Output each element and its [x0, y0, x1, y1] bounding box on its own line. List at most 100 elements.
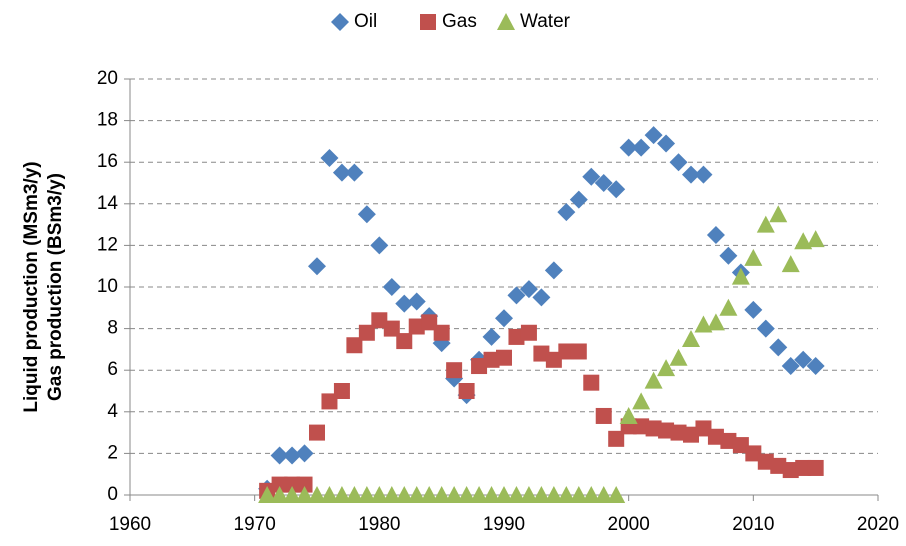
point	[271, 476, 288, 493]
point	[781, 255, 800, 273]
point	[471, 358, 488, 375]
point	[457, 486, 476, 503]
point	[683, 426, 699, 443]
point	[308, 257, 326, 276]
point	[532, 288, 551, 307]
point	[607, 180, 626, 199]
point	[345, 486, 364, 503]
point	[507, 486, 526, 503]
point	[769, 338, 788, 357]
legend-label: Oil	[354, 11, 377, 32]
point	[707, 428, 724, 445]
point	[669, 153, 688, 172]
point	[519, 486, 538, 503]
point	[782, 462, 799, 479]
x-tick-label: 2000	[608, 514, 650, 535]
point	[644, 126, 663, 145]
y-tick-label: 14	[97, 193, 119, 214]
point	[669, 348, 688, 366]
point	[794, 232, 813, 250]
point	[658, 422, 675, 439]
point	[446, 362, 463, 379]
point	[682, 330, 700, 347]
point	[270, 446, 289, 465]
point	[682, 165, 700, 184]
point	[756, 215, 775, 233]
point	[632, 392, 651, 410]
point	[407, 292, 426, 311]
point	[407, 486, 426, 503]
point	[421, 314, 438, 331]
point	[445, 486, 464, 503]
point	[794, 350, 813, 369]
point	[420, 486, 439, 503]
point	[582, 486, 601, 503]
point	[694, 165, 713, 184]
point	[720, 432, 737, 449]
y-tick-label: 12	[97, 234, 118, 255]
point	[370, 236, 389, 255]
point	[470, 486, 489, 503]
point	[333, 383, 350, 399]
point	[582, 167, 601, 186]
point	[706, 226, 725, 244]
point	[744, 248, 763, 266]
legend-marker	[420, 14, 436, 30]
point	[508, 328, 525, 345]
point	[371, 312, 388, 329]
point	[756, 319, 775, 338]
point	[482, 327, 501, 346]
point	[357, 486, 376, 503]
point	[357, 205, 376, 224]
point	[757, 453, 774, 470]
point	[558, 343, 575, 360]
point	[320, 486, 339, 503]
point	[295, 444, 314, 463]
point	[694, 315, 713, 333]
point	[544, 261, 563, 280]
point	[519, 280, 538, 299]
point	[283, 486, 302, 503]
point	[295, 486, 314, 503]
point	[644, 371, 663, 389]
y-tick-label: 20	[97, 68, 118, 89]
point	[807, 459, 824, 476]
y-tick-label: 4	[107, 401, 118, 422]
point	[458, 383, 475, 399]
point	[781, 357, 800, 376]
legend-marker	[497, 13, 515, 30]
point	[633, 418, 650, 435]
y-tick-label: 8	[107, 318, 118, 339]
point	[532, 486, 551, 503]
point	[569, 486, 588, 503]
y-tick-label: 6	[107, 359, 118, 380]
point	[570, 343, 587, 360]
point	[744, 300, 763, 319]
point	[607, 486, 626, 503]
point	[670, 424, 687, 441]
point	[657, 134, 676, 153]
point	[495, 486, 513, 503]
point	[769, 205, 788, 223]
point	[358, 324, 375, 341]
point	[321, 393, 338, 410]
point	[557, 486, 576, 503]
point	[719, 298, 738, 316]
point	[296, 476, 313, 493]
x-tick-label: 1980	[358, 514, 400, 535]
y-tick-label: 18	[97, 110, 118, 131]
point	[608, 430, 625, 447]
point	[308, 486, 326, 503]
point	[496, 349, 512, 366]
point	[332, 163, 351, 182]
point	[732, 437, 749, 454]
point	[320, 149, 339, 168]
y-tick-label: 16	[97, 151, 118, 172]
point	[395, 294, 414, 313]
point	[806, 357, 825, 376]
point	[544, 486, 563, 503]
point	[395, 486, 414, 503]
point	[284, 476, 301, 493]
point	[520, 324, 537, 341]
point	[619, 406, 638, 424]
